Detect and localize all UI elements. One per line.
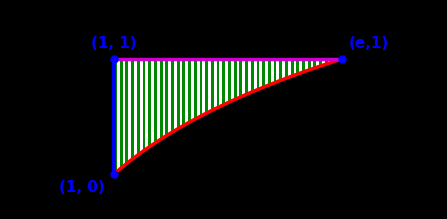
Text: (e,1): (e,1) (349, 36, 389, 51)
Text: (1, 1): (1, 1) (91, 36, 137, 51)
Text: (1, 0): (1, 0) (59, 180, 105, 195)
